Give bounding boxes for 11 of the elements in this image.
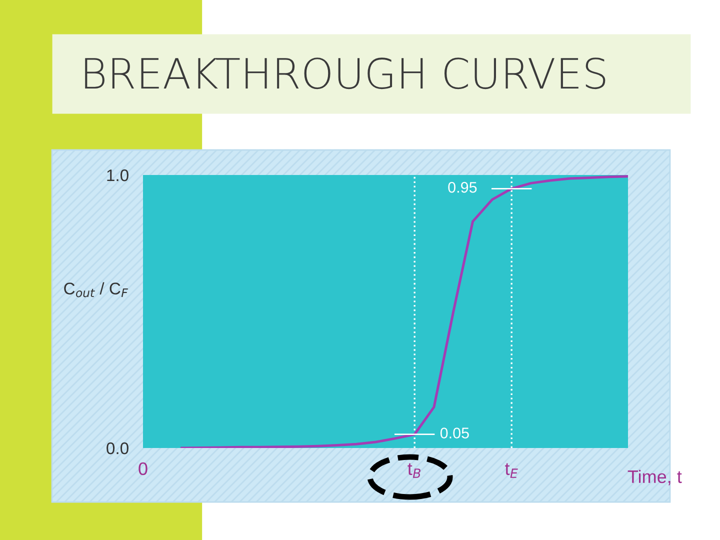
line-series [180,175,628,448]
y-tick-label: 0.0 [106,442,128,454]
x-axis-title: Time, t [628,470,682,486]
x-tick-label: 0 [138,462,148,476]
y-tick-label: 1.0 [107,169,128,182]
x-tick-label: t$_{E}$ [505,463,518,478]
chart-title: BREAKTHROUGH CURVES [85,58,606,90]
y-axis-title: C$_{out}$ / C$_{F}$ [64,282,128,298]
annotation: 0.05 [440,428,469,438]
x-tick-label: t$_{B}$ [408,463,420,478]
annotation: 0.95 [448,182,477,193]
